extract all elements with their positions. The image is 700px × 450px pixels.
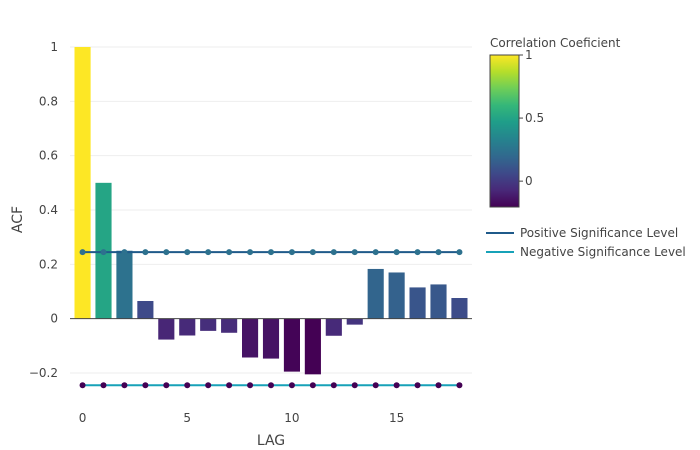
significance-point: [414, 382, 421, 389]
acf-bar: [325, 318, 342, 336]
significance-point: [79, 249, 86, 256]
legend-label: Positive Significance Level: [520, 226, 678, 240]
y-tick-label: 0.4: [39, 203, 58, 217]
legend-item[interactable]: Negative Significance Level: [486, 245, 686, 259]
y-tick-label: 0.2: [39, 257, 58, 271]
acf-bar: [367, 268, 384, 319]
significance-point: [372, 249, 379, 256]
acf-bar: [221, 318, 238, 333]
acf-bar: [200, 318, 217, 331]
x-tick-label: 10: [284, 411, 299, 425]
acf-bar: [451, 298, 468, 319]
acf-bar: [283, 318, 300, 372]
colorbar: Correlation Coeficient 00.51: [489, 36, 621, 208]
acf-bar: [116, 250, 133, 319]
significance-point: [205, 382, 212, 389]
significance-point: [330, 382, 337, 389]
legend: Positive Significance Level Negative Sign…: [486, 226, 686, 259]
significance-point: [79, 382, 86, 389]
acf-bar: [430, 284, 447, 319]
y-axis-title: ACF: [10, 206, 26, 233]
significance-point: [414, 249, 421, 256]
x-tick-label: 15: [389, 411, 404, 425]
significance-point: [268, 382, 274, 389]
significance-point: [268, 249, 274, 256]
significance-point: [351, 382, 358, 389]
y-tick-label: 1: [50, 40, 58, 54]
significance-point: [435, 249, 442, 256]
significance-point: [121, 382, 128, 389]
legend-item[interactable]: Positive Significance Level: [486, 226, 678, 240]
y-tick-label: 0.8: [39, 94, 58, 108]
acf-bar: [137, 300, 154, 319]
significance-point: [435, 382, 442, 389]
significance-point: [309, 249, 316, 256]
significance-point: [142, 382, 149, 389]
significance-point: [351, 249, 358, 256]
significance-point: [100, 382, 107, 389]
significance-point: [226, 382, 233, 389]
x-tick-label: 5: [183, 411, 191, 425]
legend-label: Negative Significance Level: [520, 245, 686, 259]
y-tick-label: 0.6: [39, 149, 58, 163]
significance-point: [372, 382, 379, 389]
colorbar-tick-label: 0.5: [525, 111, 544, 125]
significance-point: [100, 249, 107, 256]
colorbar-tick-label: 1: [525, 48, 533, 62]
significance-point: [288, 249, 295, 256]
acf-bar: [179, 318, 196, 336]
acf-bars: [74, 47, 468, 375]
acf-bar: [74, 47, 91, 319]
acf-bar: [262, 318, 280, 359]
significance-point: [184, 382, 191, 389]
significance-point: [142, 249, 149, 256]
acf-bar: [346, 318, 363, 325]
acf-bar: [388, 272, 405, 319]
colorbar-tick-label: 0: [525, 174, 533, 188]
significance-point: [205, 249, 212, 256]
significance-point: [121, 249, 128, 256]
significance-point: [184, 249, 191, 256]
significance-point: [456, 382, 463, 389]
colorbar-title: Correlation Coeficient: [490, 36, 621, 50]
x-axis-title: LAG: [257, 433, 285, 449]
x-tick-label: 0: [79, 411, 87, 425]
significance-point: [163, 382, 170, 389]
significance-point: [330, 249, 337, 256]
significance-point: [247, 382, 254, 389]
significance-point: [288, 382, 295, 389]
acf-bar: [304, 318, 321, 375]
significance-point: [247, 249, 254, 256]
significance-point: [393, 249, 400, 256]
significance-point: [226, 249, 233, 256]
tick-labels: −0.200.20.40.60.810 5 10 15: [29, 40, 404, 425]
significance-lines: [79, 249, 463, 389]
significance-point: [393, 382, 400, 389]
acf-bar: [409, 287, 426, 319]
acf-bar: [158, 318, 175, 340]
grid-lines: [70, 46, 472, 374]
acf-bar: [242, 318, 259, 358]
colorbar-gradient: [489, 54, 520, 208]
significance-point: [163, 249, 170, 256]
y-tick-label: −0.2: [29, 366, 58, 380]
significance-point: [456, 249, 463, 256]
y-tick-label: 0: [50, 312, 58, 326]
colorbar-ticks: 00.51: [519, 48, 544, 188]
significance-point: [309, 382, 316, 389]
